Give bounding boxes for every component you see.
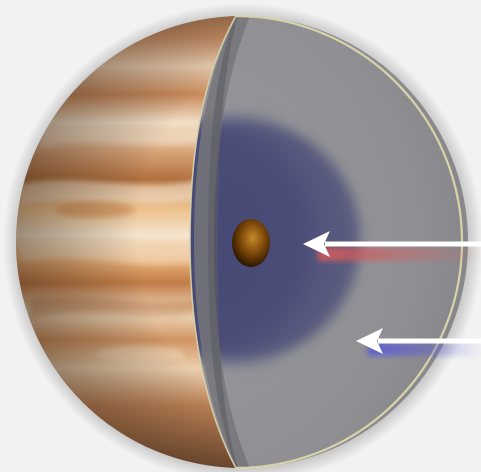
arrow-core-glow [318,247,481,261]
arrow-inner-layer-glow [368,342,481,356]
cut-face-shade [208,16,238,468]
cut-edge [189,15,237,469]
arrow-to-inner-layer [356,328,481,354]
core [232,219,270,267]
arrow-to-core [303,231,481,257]
cut-face [194,16,250,468]
